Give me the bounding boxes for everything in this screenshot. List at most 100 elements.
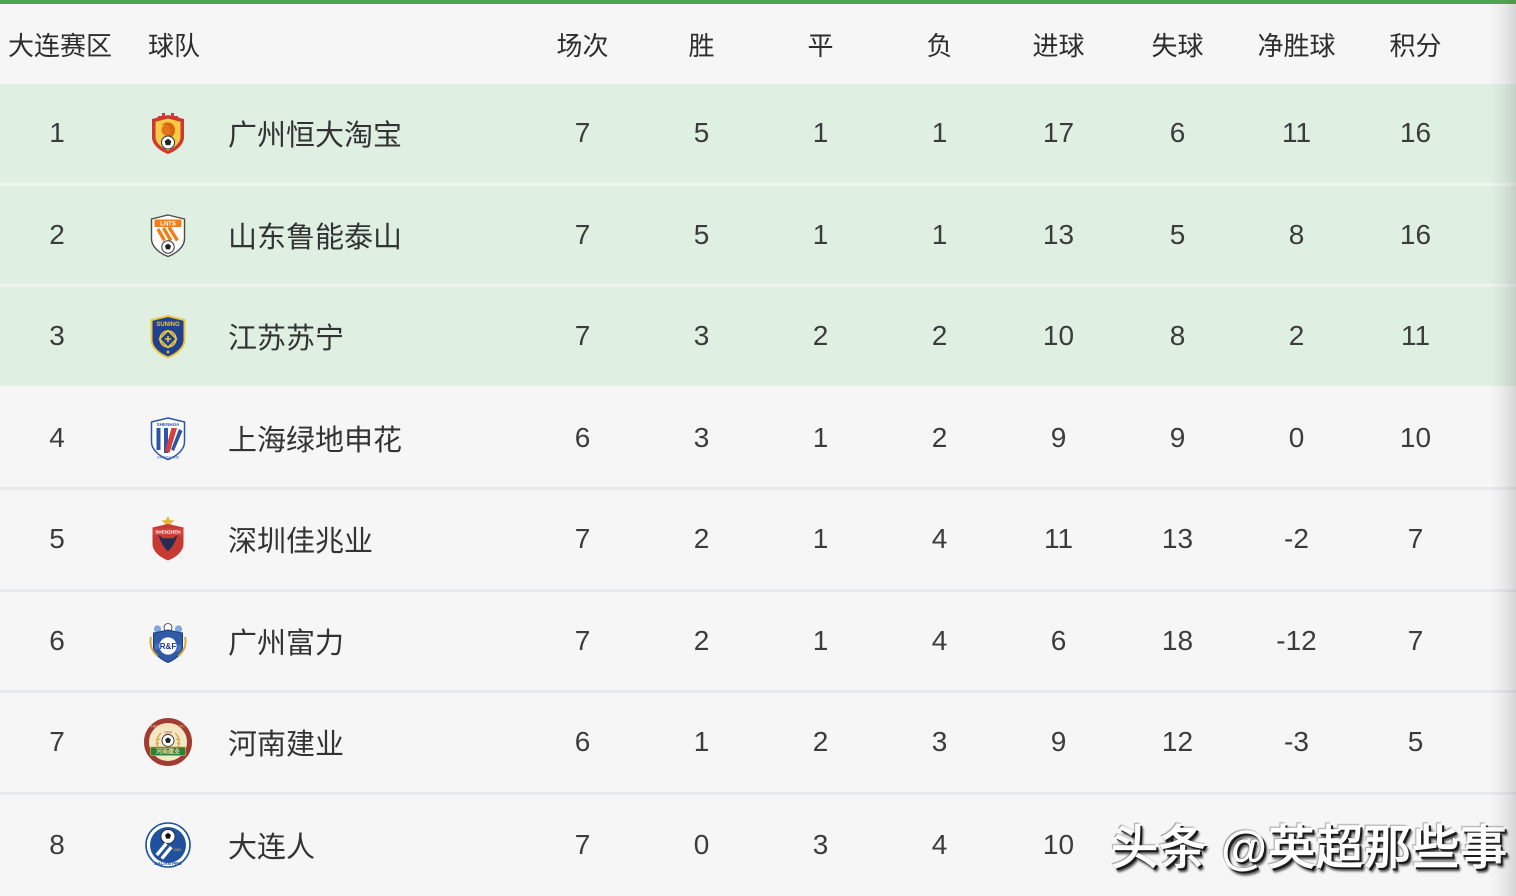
stat-wins: 3 [693, 320, 710, 352]
team-logo-henan-jianye: HENAN JIANYE FC 1994 河南建业 [144, 718, 192, 767]
stat-played: 7 [574, 218, 591, 250]
stat-wins: 5 [693, 117, 710, 149]
table-row-dalian-pro[interactable]: 8 1983 DALIAN PRO 大连人 7 0 3 4 10 1 [0, 794, 1516, 895]
stat-goal-diff: 8 [1288, 218, 1305, 250]
rank-number: 5 [49, 523, 65, 555]
stat-goals-for: 11 [1043, 523, 1074, 555]
svg-text:R&F: R&F [160, 642, 177, 651]
table-row-guangzhou-rf[interactable]: 6 R&F 广州富力 7 2 1 4 6 18 -12 7 [0, 591, 1516, 693]
stat-points: 10 [1399, 421, 1432, 453]
stat-losses: 4 [931, 624, 948, 656]
svg-text:河南建业: 河南建业 [156, 748, 180, 756]
stat-wins: 1 [693, 726, 710, 758]
stat-played: 7 [574, 624, 591, 656]
team-name: 上海绿地申花 [228, 424, 403, 457]
stat-played: 6 [574, 421, 591, 453]
stat-goal-diff: 0 [1288, 421, 1305, 453]
stat-played: 7 [574, 320, 591, 352]
stat-losses: 3 [931, 726, 948, 758]
team-logo-guangzhou-evergrande [152, 113, 184, 155]
stat-losses: 4 [931, 828, 948, 860]
stat-losses: 1 [931, 218, 948, 250]
svg-text:HENAN JIANYE FC: HENAN JIANYE FC [151, 725, 185, 729]
rank-number: 1 [49, 117, 65, 149]
col-losses: 负 [926, 30, 953, 61]
team-name: 河南建业 [228, 729, 345, 762]
rank-number: 4 [49, 421, 65, 453]
team-logo-jiangsu-suning: SUNING [150, 315, 186, 359]
partially-covered-value: 1 [1163, 828, 1180, 860]
team-logo-shanghai-shenhua: SHENHUA GREENLAND [150, 416, 186, 461]
stat-goal-diff: -2 [1284, 523, 1309, 555]
stat-goals-for: 9 [1050, 726, 1067, 758]
svg-text:SUNING: SUNING [156, 322, 180, 328]
stat-played: 7 [574, 117, 591, 149]
team-name: 广州恒大淘宝 [228, 120, 403, 153]
team-column-label: 球队 [148, 30, 201, 61]
stat-draws: 1 [812, 624, 829, 656]
stat-points: 5 [1407, 726, 1424, 758]
team-name: 广州富力 [228, 627, 345, 660]
stat-points: 7 [1407, 523, 1424, 555]
col-goal-diff: 净胜球 [1257, 30, 1336, 61]
stat-goals-for: 10 [1042, 828, 1075, 860]
stat-points: 11 [1400, 320, 1431, 352]
stat-goal-diff: 11 [1281, 117, 1312, 149]
zone-label: 大连赛区 [8, 30, 113, 61]
stat-losses: 1 [931, 117, 948, 149]
team-logo-shenzhen-kaisa: SHENZHEN [152, 516, 184, 561]
rank-number: 8 [49, 828, 65, 860]
table-row-shanghai-shenhua[interactable]: 4 SHENHUA GREENLAND 上海绿地申花 6 3 1 2 9 9 0… [0, 388, 1516, 490]
col-goals-against: 失球 [1151, 30, 1204, 61]
team-logo-dalian-pro: 1983 DALIAN PRO [145, 821, 191, 868]
stat-goals-for: 17 [1042, 117, 1075, 149]
team-name: 深圳佳兆业 [228, 526, 374, 559]
stat-goal-diff: 2 [1288, 320, 1305, 352]
stat-draws: 1 [812, 421, 829, 453]
stat-goals-for: 6 [1050, 624, 1067, 656]
table-header: 大连赛区 球队 场次 胜 平 负 进球 失球 净胜球 积分 [0, 4, 1516, 84]
table-row-guangzhou-evergrande[interactable]: 1 广州恒大淘宝 7 5 1 1 17 6 11 16 [0, 84, 1516, 186]
col-points: 积分 [1389, 30, 1442, 61]
stat-goal-diff: -12 [1276, 624, 1317, 656]
stat-goals-against: 1 [1118, 829, 1237, 861]
stat-goals-against: 8 [1169, 320, 1186, 352]
table-row-shenzhen-kaisa[interactable]: 5 SHENZHEN 深圳佳兆业 7 2 1 4 11 13 -2 7 [0, 490, 1516, 592]
stat-goal-diff: -3 [1284, 726, 1309, 758]
svg-text:GREENLAND: GREENLAND [157, 455, 180, 459]
team-logo-shandong-luneng: LNTS [150, 214, 186, 257]
stat-draws: 2 [812, 726, 829, 758]
stat-wins: 2 [693, 624, 710, 656]
watermark: 头条 @英超那些事 [1111, 821, 1508, 874]
team-name: 大连人 [228, 831, 316, 864]
stat-goals-for: 10 [1042, 320, 1075, 352]
rank-number: 6 [49, 624, 65, 656]
stat-goals-for: 9 [1050, 421, 1067, 453]
svg-text:1983: 1983 [173, 848, 181, 852]
stat-draws: 2 [812, 320, 829, 352]
stat-played: 6 [574, 726, 591, 758]
stat-goals-against: 9 [1169, 421, 1186, 453]
stat-goals-against: 18 [1161, 624, 1194, 656]
table-row-henan-jianye[interactable]: 7 HENAN JIANYE FC 1994 河南建业 河南建业 6 1 2 3 [0, 693, 1516, 795]
col-draws: 平 [807, 30, 834, 61]
table-row-shandong-luneng[interactable]: 2 LNTS 山东鲁能泰山 7 5 1 1 13 5 8 16 [0, 185, 1516, 287]
stat-wins: 5 [693, 218, 710, 250]
table-row-jiangsu-suning[interactable]: 3 SUNING 江苏苏宁 7 3 2 2 10 8 2 11 [0, 287, 1516, 389]
col-wins: 胜 [688, 30, 715, 61]
stat-losses: 4 [931, 523, 948, 555]
stat-played: 7 [574, 523, 591, 555]
stat-goals-against: 12 [1161, 726, 1194, 758]
team-logo-guangzhou-rf: R&F [149, 622, 187, 663]
stat-goals-against: 6 [1169, 117, 1186, 149]
team-name: 山东鲁能泰山 [228, 221, 403, 254]
stat-wins: 2 [693, 523, 710, 555]
stat-wins: 0 [693, 828, 710, 860]
stat-goals-against: 13 [1161, 523, 1194, 555]
stat-draws: 1 [812, 117, 829, 149]
svg-text:DALIAN PRO: DALIAN PRO [154, 861, 182, 866]
stat-goals-against: 5 [1169, 218, 1186, 250]
stat-losses: 2 [931, 421, 948, 453]
stat-points: 16 [1399, 218, 1432, 250]
